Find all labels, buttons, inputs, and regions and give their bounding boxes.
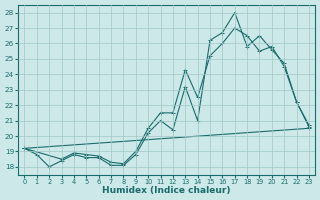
X-axis label: Humidex (Indice chaleur): Humidex (Indice chaleur) <box>102 186 231 195</box>
